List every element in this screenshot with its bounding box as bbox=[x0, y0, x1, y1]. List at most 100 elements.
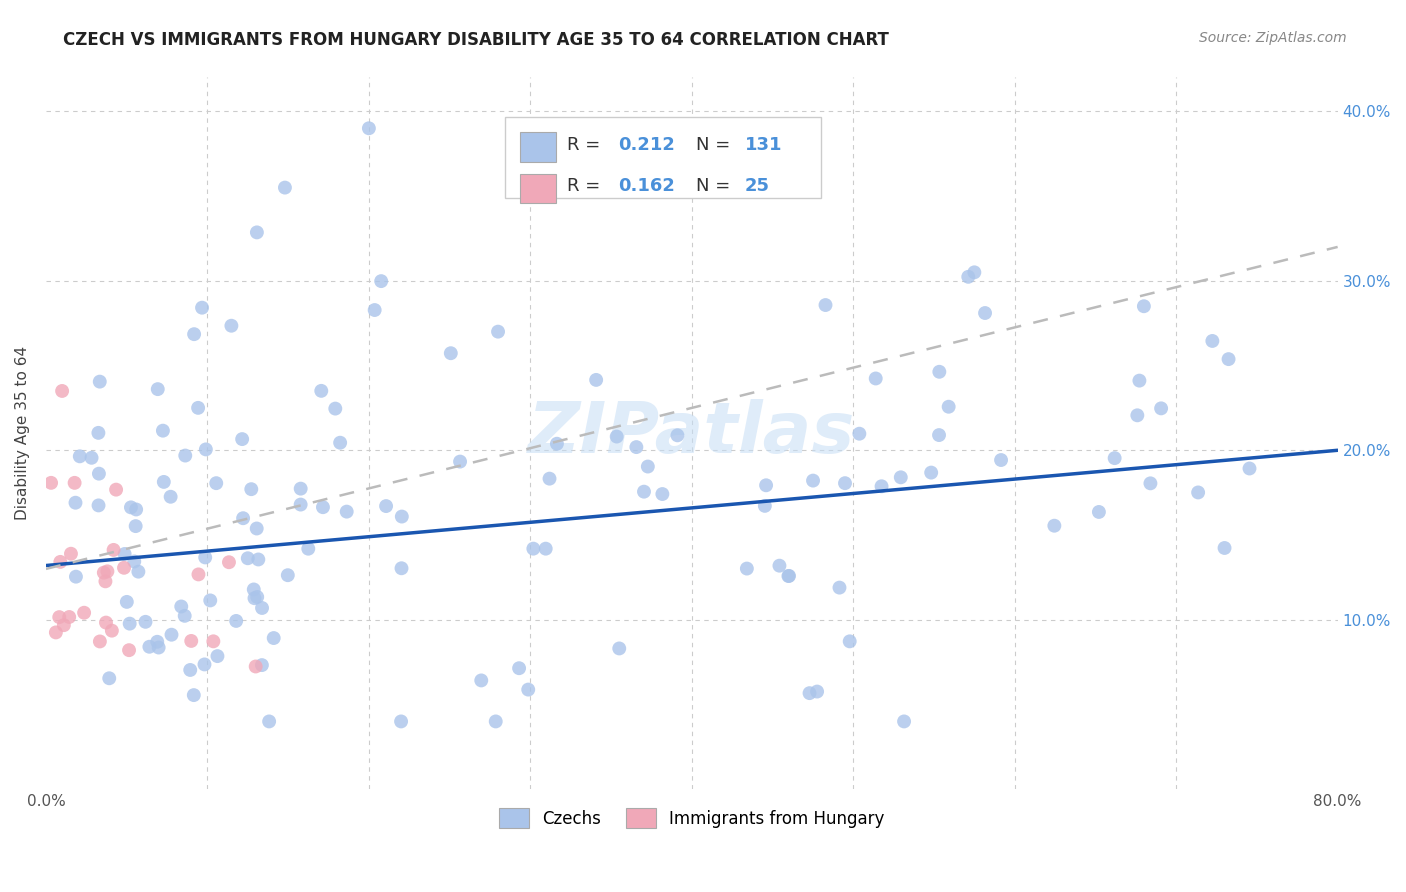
Point bbox=[146, 382, 169, 396]
Point bbox=[1139, 476, 1161, 491]
Point bbox=[870, 479, 893, 493]
Point bbox=[127, 565, 149, 579]
Point bbox=[585, 373, 607, 387]
Point bbox=[240, 482, 263, 496]
Point bbox=[232, 511, 254, 525]
Point bbox=[963, 265, 986, 279]
Point bbox=[39, 475, 62, 490]
Point bbox=[920, 466, 942, 480]
Point bbox=[363, 303, 385, 318]
Point bbox=[834, 476, 856, 491]
Point bbox=[290, 498, 312, 512]
Point bbox=[1150, 401, 1173, 416]
Text: CZECH VS IMMIGRANTS FROM HUNGARY DISABILITY AGE 35 TO 64 CORRELATION CHART: CZECH VS IMMIGRANTS FROM HUNGARY DISABIL… bbox=[63, 31, 889, 49]
Point bbox=[58, 610, 80, 624]
Point bbox=[801, 474, 824, 488]
Point bbox=[637, 459, 659, 474]
Point bbox=[263, 631, 285, 645]
Point bbox=[470, 673, 492, 688]
Point bbox=[311, 384, 333, 398]
Point bbox=[865, 371, 887, 385]
Point bbox=[274, 180, 297, 194]
Point bbox=[218, 555, 240, 569]
Point bbox=[242, 582, 264, 597]
Point bbox=[138, 640, 160, 654]
Point bbox=[828, 581, 851, 595]
Point bbox=[243, 591, 266, 606]
Point bbox=[148, 640, 170, 655]
Point bbox=[187, 567, 209, 582]
Text: 131: 131 bbox=[745, 136, 782, 153]
Point bbox=[87, 499, 110, 513]
Point bbox=[93, 566, 115, 580]
Point bbox=[246, 226, 269, 240]
Text: 25: 25 bbox=[745, 178, 769, 195]
Point bbox=[329, 435, 352, 450]
FancyBboxPatch shape bbox=[520, 174, 557, 203]
Point bbox=[87, 425, 110, 440]
Point bbox=[45, 625, 67, 640]
Point bbox=[202, 634, 225, 648]
Point bbox=[508, 661, 530, 675]
Point bbox=[191, 301, 214, 315]
Point bbox=[205, 476, 228, 491]
Point bbox=[974, 306, 997, 320]
Point bbox=[990, 453, 1012, 467]
Point bbox=[193, 657, 215, 672]
Point bbox=[1126, 409, 1149, 423]
Point bbox=[118, 643, 141, 657]
Point bbox=[125, 502, 148, 516]
Point bbox=[118, 616, 141, 631]
Point bbox=[152, 424, 174, 438]
Point bbox=[207, 649, 229, 664]
Point bbox=[236, 551, 259, 566]
Point bbox=[101, 624, 124, 638]
Point bbox=[485, 714, 508, 729]
Point bbox=[890, 470, 912, 484]
Point bbox=[112, 561, 135, 575]
Point bbox=[94, 615, 117, 630]
Point bbox=[94, 574, 117, 589]
Point bbox=[1088, 505, 1111, 519]
Point bbox=[607, 641, 630, 656]
Point bbox=[51, 384, 73, 398]
Point bbox=[799, 686, 821, 700]
Point bbox=[245, 659, 267, 673]
Point bbox=[546, 436, 568, 450]
Point bbox=[1218, 352, 1240, 367]
Point bbox=[80, 450, 103, 465]
Point bbox=[290, 482, 312, 496]
Point bbox=[778, 569, 800, 583]
Text: N =: N = bbox=[696, 136, 735, 153]
Point bbox=[538, 472, 561, 486]
Point bbox=[1104, 451, 1126, 466]
Point bbox=[65, 496, 87, 510]
Point bbox=[103, 542, 125, 557]
Point bbox=[160, 628, 183, 642]
Point bbox=[183, 688, 205, 702]
Point bbox=[848, 426, 870, 441]
Point bbox=[626, 440, 648, 454]
Point bbox=[297, 541, 319, 556]
Point bbox=[1128, 374, 1150, 388]
Point bbox=[69, 450, 91, 464]
Text: R =: R = bbox=[567, 178, 606, 195]
Point bbox=[389, 714, 412, 729]
Point bbox=[754, 499, 776, 513]
Point bbox=[200, 593, 222, 607]
Point bbox=[246, 521, 269, 535]
Point bbox=[250, 601, 273, 615]
Point bbox=[755, 478, 778, 492]
Point bbox=[893, 714, 915, 729]
FancyBboxPatch shape bbox=[505, 117, 821, 198]
Point bbox=[957, 269, 980, 284]
Point bbox=[1213, 541, 1236, 555]
Point bbox=[180, 634, 202, 648]
Point bbox=[96, 565, 118, 579]
FancyBboxPatch shape bbox=[520, 132, 557, 162]
Point bbox=[323, 401, 346, 416]
Point bbox=[146, 634, 169, 648]
Text: Source: ZipAtlas.com: Source: ZipAtlas.com bbox=[1199, 31, 1347, 45]
Text: R =: R = bbox=[567, 136, 606, 153]
Point bbox=[486, 325, 509, 339]
